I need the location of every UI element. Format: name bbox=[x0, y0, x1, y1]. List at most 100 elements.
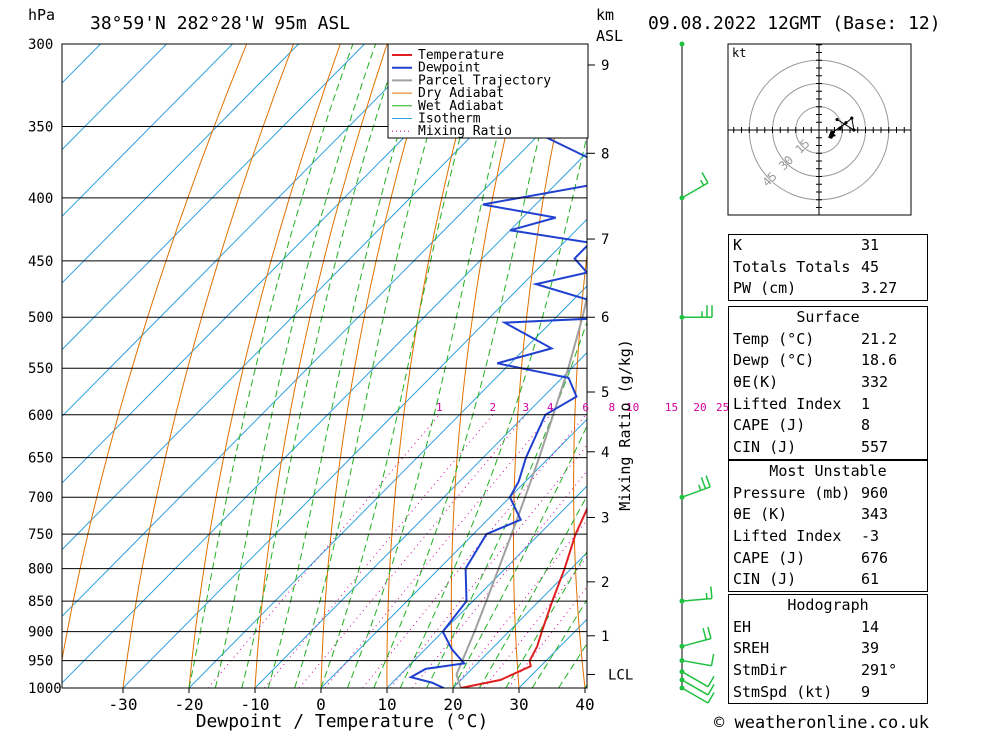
units-km: km bbox=[596, 6, 614, 24]
height-tick-label: 5 bbox=[601, 385, 609, 401]
mu-row: Lifted Index -3 bbox=[733, 527, 880, 546]
dry-adiabat-line bbox=[632, 44, 668, 688]
height-tick-label: 4 bbox=[601, 445, 609, 461]
height-tick-label: 2 bbox=[601, 575, 609, 591]
isotherm-line bbox=[62, 85, 587, 617]
units-asl: ASL bbox=[596, 27, 623, 45]
x-tick-label: 0 bbox=[316, 695, 326, 714]
isotherm-line bbox=[62, 44, 167, 151]
pressure-tick-label: 900 bbox=[28, 625, 53, 641]
mixing-ratio-label: 10 bbox=[626, 401, 639, 414]
mixing-ratio-label: 8 bbox=[608, 401, 615, 414]
surface-row: CAPE (J) 8 bbox=[733, 416, 871, 435]
wind-barb-shaft bbox=[681, 486, 711, 498]
wet-adiabat-line bbox=[399, 133, 587, 688]
isotherm-line bbox=[62, 44, 563, 551]
wet-adiabat-line bbox=[188, 44, 354, 688]
wind-barb-flag bbox=[705, 475, 711, 488]
hodo-row: EH 14 bbox=[733, 617, 880, 636]
mixing-ratio-label: 1 bbox=[436, 401, 443, 414]
wet-adiabat-line bbox=[267, 44, 427, 688]
legend-label: Dewpoint bbox=[418, 61, 481, 76]
surface-row: Dewp (°C) 18.6 bbox=[733, 351, 898, 370]
wet-adiabat-line bbox=[531, 598, 587, 688]
wind-barb-flag bbox=[700, 477, 707, 489]
wind-barb-flag bbox=[707, 626, 712, 639]
isotherm-line bbox=[62, 44, 497, 484]
x-tick-label: 20 bbox=[443, 695, 462, 714]
surface-row: CIN (J) 557 bbox=[733, 438, 889, 457]
wind-barb-shaft bbox=[681, 597, 712, 602]
mixing-ratio-label: 6 bbox=[582, 401, 589, 414]
pressure-tick-label: 700 bbox=[28, 490, 53, 506]
pressure-tick-label: 950 bbox=[28, 654, 53, 670]
legend-label: Parcel Trajectory bbox=[418, 73, 551, 88]
mixing-ratio-label: 25 bbox=[716, 401, 729, 414]
mixing-ratio-axis-label: Mixing Ratio (g/kg) bbox=[616, 339, 634, 511]
wind-barb-flag bbox=[707, 675, 715, 688]
dry-adiabat-line bbox=[948, 44, 1000, 688]
pressure-tick-label: 800 bbox=[28, 562, 53, 578]
dry-adiabat-line bbox=[122, 44, 294, 688]
isotherm-line bbox=[254, 351, 587, 688]
wet-adiabat-line bbox=[214, 44, 377, 688]
wind-barb-shaft bbox=[681, 671, 709, 688]
dry-adiabat-line bbox=[513, 44, 575, 688]
mixing-ratio-label: 15 bbox=[665, 401, 678, 414]
pressure-tick-label: 600 bbox=[28, 408, 53, 424]
isotherm-line bbox=[62, 151, 587, 684]
surface-row: Temp (°C) 21.2 bbox=[733, 329, 898, 348]
hodo-row: StmDir 291° bbox=[733, 661, 898, 680]
mu-row: θE (K) 343 bbox=[733, 505, 889, 524]
pressure-tick-label: 450 bbox=[28, 254, 53, 270]
wind-barb-flag bbox=[707, 684, 715, 696]
wind-barb-flag bbox=[710, 586, 713, 599]
wind-barb-flag bbox=[707, 692, 715, 704]
index-row-k: K 31 bbox=[733, 236, 880, 254]
dewpoint-line bbox=[408, 44, 587, 688]
dry-adiabat-line bbox=[688, 44, 717, 688]
legend-label: Dry Adiabat bbox=[418, 86, 504, 101]
isotherm-line bbox=[320, 418, 587, 688]
mixing-ratio-line bbox=[264, 414, 494, 688]
pressure-tick-label: 400 bbox=[28, 191, 53, 207]
pressure-tick-label: 850 bbox=[28, 594, 53, 610]
height-tick-label: 3 bbox=[601, 510, 609, 526]
mixing-ratio-label: 2 bbox=[489, 401, 496, 414]
mu-row: CIN (J) 61 bbox=[733, 570, 880, 589]
mixing-ratio-label: 3 bbox=[523, 401, 530, 414]
dry-adiabat-line bbox=[254, 44, 388, 688]
storm-motion-marker bbox=[828, 130, 836, 138]
isotherm-line bbox=[122, 218, 587, 688]
general-indices-table: K 31 Totals Totals 45 PW (cm) 3.27 bbox=[728, 234, 928, 302]
legend-label: Isotherm bbox=[418, 112, 481, 127]
hodograph-point bbox=[852, 128, 856, 132]
legend-label: Temperature bbox=[418, 48, 504, 63]
index-row-totals: Totals Totals 45 bbox=[733, 257, 880, 276]
wind-barb-shaft bbox=[681, 679, 709, 696]
legend-box bbox=[387, 43, 589, 139]
mixing-ratio-line bbox=[298, 414, 527, 688]
mixing-ratio-label: 4 bbox=[547, 401, 554, 414]
units-hpa: hPa bbox=[28, 6, 55, 24]
wet-adiabat-line bbox=[294, 44, 455, 688]
mixing-ratio-line bbox=[412, 470, 587, 688]
x-tick-label: 40 bbox=[575, 695, 594, 714]
surface-row: Lifted Index 1 bbox=[733, 394, 871, 413]
hodograph-indices-table: Hodograph EH 14 SREH 39 StmDir 291° StmSpd … bbox=[728, 594, 928, 705]
wind-barb-flag bbox=[710, 653, 715, 666]
dry-adiabat-line bbox=[188, 44, 341, 688]
height-tick-label: 7 bbox=[601, 232, 609, 248]
isotherm-line bbox=[62, 44, 233, 217]
height-tick-label: 8 bbox=[601, 146, 609, 162]
height-tick-label: 9 bbox=[601, 58, 609, 74]
lcl-label: LCL bbox=[608, 667, 633, 683]
wind-dot bbox=[679, 41, 685, 47]
site-credit: © weatheronline.co.uk bbox=[714, 713, 929, 733]
wind-barb-shaft bbox=[681, 659, 712, 667]
isotherm-line bbox=[62, 44, 365, 351]
pressure-tick-label: 750 bbox=[28, 527, 53, 543]
temperature-line bbox=[460, 506, 587, 688]
